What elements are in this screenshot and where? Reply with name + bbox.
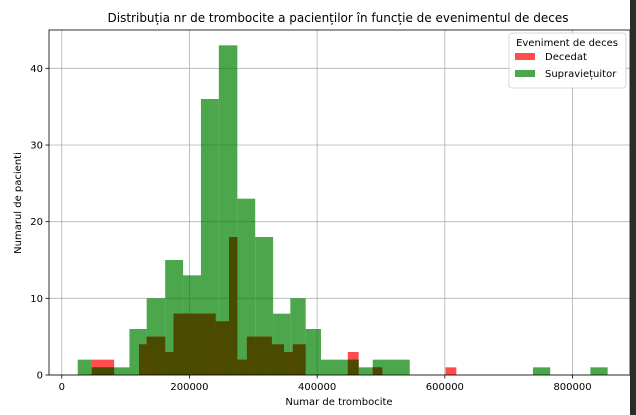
overlap-bar bbox=[273, 344, 284, 375]
legend-swatch-supravietuitor bbox=[515, 70, 535, 77]
x-tick-label: 200000 bbox=[170, 382, 208, 393]
overlap-bar bbox=[292, 344, 306, 375]
legend-title: Eveniment de deces bbox=[516, 38, 618, 49]
x-tick-label: 800000 bbox=[553, 382, 591, 393]
x-axis-ticks: 0 200000 400000 600000 800000 bbox=[59, 375, 592, 393]
y-tick-label: 30 bbox=[30, 141, 43, 152]
deceased-bar bbox=[445, 367, 457, 375]
overlap-bar bbox=[347, 359, 359, 375]
overlap-bar bbox=[173, 313, 184, 375]
survivor-bar bbox=[320, 359, 348, 375]
window-edge bbox=[630, 0, 636, 415]
y-tick-label: 10 bbox=[30, 294, 43, 305]
overlap-bar bbox=[246, 336, 256, 375]
legend-box bbox=[508, 32, 627, 89]
overlap-bar bbox=[237, 359, 247, 375]
survivor-bar bbox=[590, 367, 608, 375]
overlap-bar bbox=[255, 336, 272, 375]
overlap-bar bbox=[271, 344, 274, 375]
overlap-bars bbox=[91, 237, 383, 375]
overlap-bar bbox=[91, 367, 115, 375]
overlap-bar bbox=[165, 352, 174, 375]
overlap-bar bbox=[183, 313, 201, 375]
overlap-bar bbox=[139, 344, 147, 375]
overlap-bar bbox=[215, 321, 219, 375]
legend-swatch-decedat bbox=[515, 53, 535, 60]
plot-area-frame bbox=[48, 29, 630, 376]
y-tick-label: 20 bbox=[30, 217, 43, 228]
survivor-bar bbox=[200, 99, 219, 375]
x-tick-label: 400000 bbox=[298, 382, 336, 393]
overlap-bar bbox=[283, 352, 291, 375]
y-axis-ticks: 0 10 20 30 40 bbox=[30, 64, 49, 382]
overlap-bar bbox=[218, 321, 230, 375]
overlap-bar bbox=[290, 352, 293, 375]
chart-title: Distribuția nr de trombocite a paciențil… bbox=[108, 11, 569, 25]
overlap-bar bbox=[200, 313, 216, 375]
legend-label-supravietuitor: Supraviețuitor bbox=[545, 69, 617, 80]
y-tick-label: 0 bbox=[37, 371, 43, 382]
legend-label-decedat: Decedat bbox=[545, 52, 587, 63]
overlap-bar bbox=[229, 237, 238, 375]
x-tick-label: 0 bbox=[59, 382, 65, 393]
x-axis-label: Numar de trombocite bbox=[285, 397, 392, 408]
y-tick-label: 40 bbox=[30, 64, 43, 75]
survivor-bar bbox=[532, 367, 551, 375]
x-tick-label: 600000 bbox=[426, 382, 464, 393]
survivor-bar bbox=[77, 359, 92, 375]
survivor-bar bbox=[237, 198, 256, 375]
overlap-bar bbox=[372, 367, 383, 375]
y-axis-label: Numarul de pacienti bbox=[13, 152, 24, 254]
survivor-bar bbox=[305, 329, 321, 375]
overlap-bar bbox=[146, 336, 166, 375]
survivor-bar bbox=[358, 367, 373, 375]
legend: Eveniment de deces Decedat Supraviețuito… bbox=[508, 32, 627, 89]
